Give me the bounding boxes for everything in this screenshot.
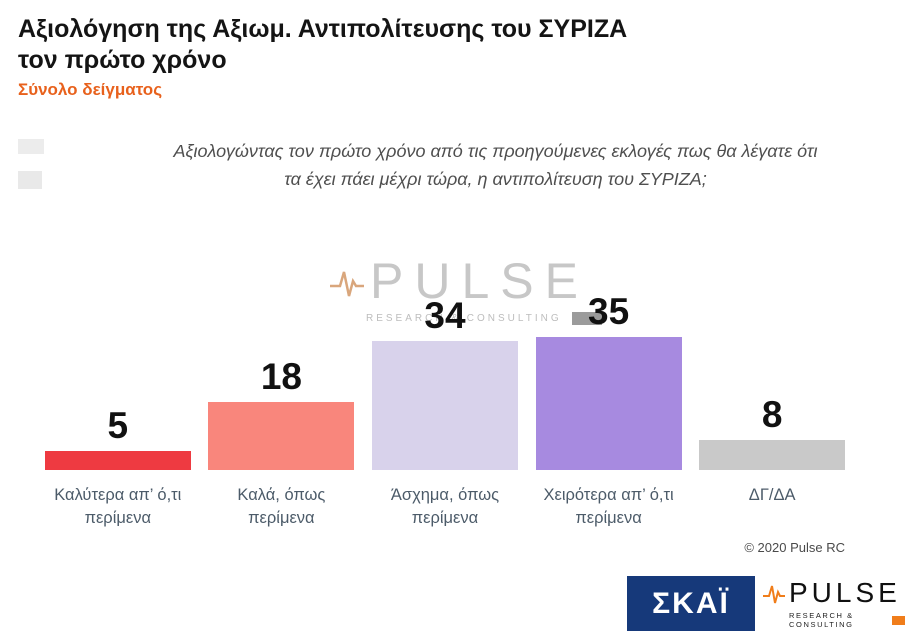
bar-column: 34 [363,297,527,470]
bar-category-label: ΔΓ/ΔΑ [748,486,796,504]
bar-column: 8 [690,396,854,470]
edge-artifact [18,171,42,189]
pulse-logo-bottom: RESEARCH & CONSULTING [789,611,905,629]
bar-value-label: 8 [761,394,783,435]
pulse-tagline: RESEARCH & CONSULTING [789,611,854,629]
bar [699,440,846,470]
bar-column: 35 [527,293,691,470]
bar [371,341,518,470]
watermark-tagline: RESEARCH & CONSULTING [366,313,562,324]
pulse-logo: PULSE RESEARCH & CONSULTING [763,573,905,633]
bar-value-label: 18 [260,356,302,397]
category-labels-row: Καλύτερα απ’ ό,τι περίμενα Καλά, όπως περ… [36,484,854,530]
pulse-logo-top: PULSE [763,577,905,609]
bar-column: 5 [36,407,200,470]
pulse-waveform-icon [763,578,785,608]
bar-value-label: 5 [107,405,129,446]
survey-question: Αξιολογώντας τον πρώτο χρόνο από τις προ… [100,138,891,194]
bars-row: 5 18 34 35 8 [36,278,854,470]
pulse-watermark: PULSE RESEARCH & CONSULTING [330,252,602,325]
sample-subtitle: Σύνολο δείγματος [18,80,163,99]
bar [208,402,355,470]
title-line-2: τον πρώτο χρόνο [18,45,227,74]
skai-wordmark: ΣΚΑΪ [652,586,730,620]
bar [535,337,682,470]
bar-category-label: Άσχημα, όπως περίμενα [390,486,500,528]
bar-column: 18 [200,358,364,470]
skai-logo: ΣΚΑΪ [627,576,755,631]
edge-artifact [18,139,44,154]
bar [44,451,191,470]
page-title: Αξιολόγηση της Αξιωμ. Αντιπολίτευσης του… [18,14,627,75]
watermark-top: PULSE [330,252,602,310]
pulse-wordmark: PULSE [789,577,901,608]
bar-category-label: Χειρότερα απ’ ό,τι περίμενα [543,486,674,528]
bar-category-label: Καλύτερα απ’ ό,τι περίμενα [54,486,182,528]
bar-chart: 5 18 34 35 8 Καλύτερα απ’ ό,τι περίμενα Καλά,… [36,278,854,530]
question-line-1: Αξιολογώντας τον πρώτο χρόνο από τις προ… [173,141,818,161]
pulse-waveform-icon [330,258,364,304]
bar-category-label: Καλά, όπως περίμενα [237,486,326,528]
question-line-2: τα έχει πάει μέχρι τώρα, η αντιπολίτευση… [284,168,707,189]
bar-value-label: 34 [424,295,466,336]
watermark-bottom: RESEARCH & CONSULTING [366,312,602,325]
header: Αξιολόγηση της Αξιωμ. Αντιπολίτευσης του… [18,14,627,100]
watermark-wordmark: PULSE [370,253,589,309]
copyright-note: © 2020 Pulse RC [744,540,845,555]
bar-value-label: 35 [588,291,630,332]
watermark-tag-icon [571,312,602,325]
title-line-1: Αξιολόγηση της Αξιωμ. Αντιπολίτευσης του… [18,15,628,43]
pulse-tag-icon [891,615,905,625]
